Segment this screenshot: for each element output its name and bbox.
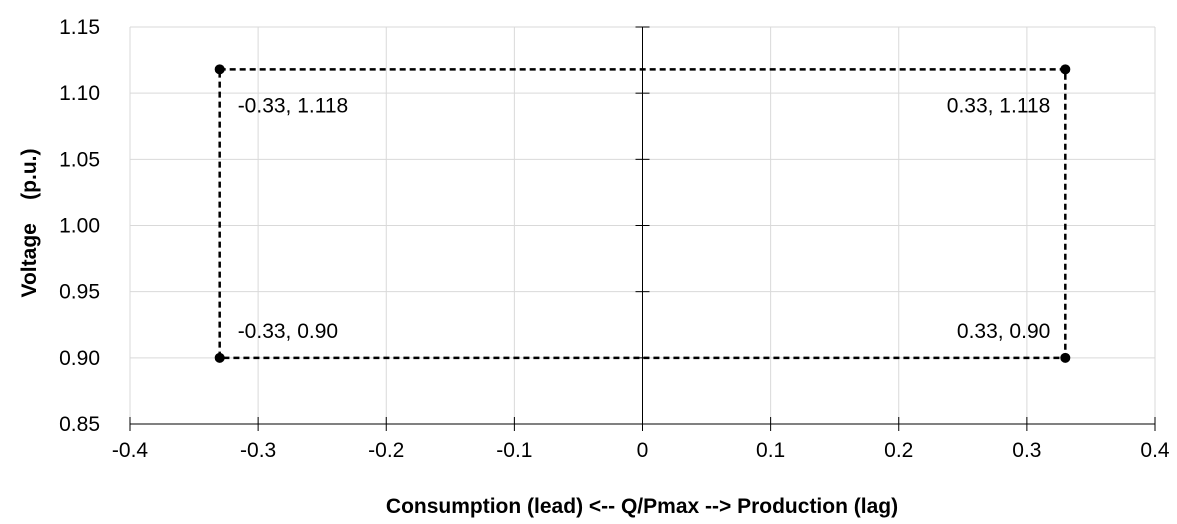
x-axis-title: Consumption (lead) <-- Q/Pmax --> Produc… (386, 495, 898, 518)
x-tick-label: -0.3 (240, 439, 276, 462)
data-label: -0.33, 1.118 (238, 94, 349, 117)
data-label: 0.33, 1.118 (947, 94, 1051, 117)
y-tick-label: 1.00 (59, 215, 100, 238)
data-labels: -0.33, 1.118 0.33, 1.118 0.33, 0.90 -0.33, … (238, 94, 1051, 342)
data-label: -0.33, 0.90 (238, 320, 338, 343)
x-tick-label: 0.1 (756, 439, 785, 462)
data-label: 0.33, 0.90 (957, 320, 1050, 343)
data-series (214, 64, 1071, 363)
data-point (1060, 352, 1071, 363)
x-tick-label: -0.1 (496, 439, 532, 462)
y-axis-title: Voltage (p.u.) (18, 149, 41, 298)
data-point (1060, 64, 1071, 75)
x-tick-label: 0 (637, 439, 649, 462)
x-tick-label: -0.4 (112, 439, 149, 462)
y-tick-label: 0.95 (59, 281, 100, 304)
x-tick-label: 0.3 (1012, 439, 1041, 462)
x-tick-label: 0.2 (884, 439, 913, 462)
data-point (214, 352, 225, 363)
axes (129, 26, 1156, 431)
data-point (214, 64, 225, 75)
y-tick-label: 1.10 (59, 82, 100, 105)
y-tick-label: 1.05 (59, 148, 100, 171)
y-tick-label: 0.90 (59, 347, 100, 370)
y-tick-label: 0.85 (59, 413, 100, 436)
tick-labels: -0.4 -0.3 -0.2 -0.1 0 0.1 0.2 0.3 0.4 0.85 0.90 0.9… (59, 16, 1170, 462)
x-tick-label: 0.4 (1140, 439, 1170, 462)
x-tick-label: -0.2 (368, 439, 404, 462)
y-tick-label: 1.15 (59, 16, 100, 39)
